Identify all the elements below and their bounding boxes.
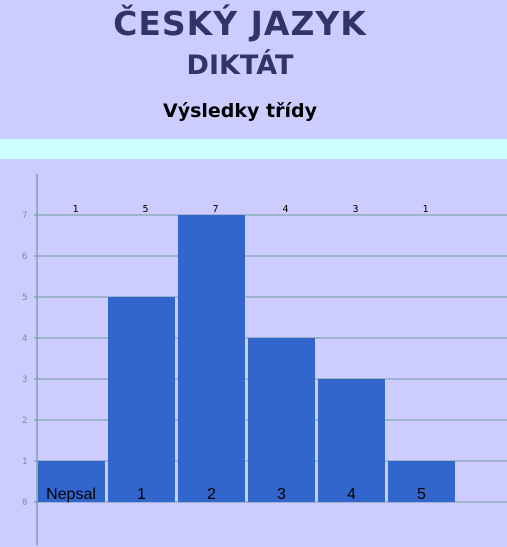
chart-caption: Výsledky třídy [163, 100, 317, 122]
page-subtitle: DIKTÁT [186, 50, 294, 81]
bar-1 [108, 297, 175, 502]
divider-band [0, 139, 507, 159]
category-labels: Nepsal 1 2 3 4 5 [46, 486, 426, 503]
category-label: 2 [207, 486, 216, 503]
y-tick-label: 4 [22, 334, 27, 344]
y-tick-labels: 0 1 2 3 4 5 6 7 [22, 211, 27, 508]
value-labels: 1 5 7 4 3 1 [72, 204, 428, 215]
y-tick-label: 2 [22, 416, 27, 426]
value-label: 3 [352, 204, 358, 215]
value-label: 1 [422, 204, 428, 215]
value-label: 5 [142, 204, 148, 215]
bars [38, 215, 455, 502]
bar-2 [178, 215, 245, 502]
bar-5 [388, 461, 455, 502]
category-label: Nepsal [46, 486, 96, 503]
category-label: 1 [137, 486, 146, 503]
bar-4 [318, 379, 385, 502]
y-tick-label: 5 [22, 293, 27, 303]
y-tick-label: 7 [22, 211, 27, 221]
y-tick-label: 3 [22, 375, 27, 385]
category-label: 4 [347, 486, 356, 503]
category-label: 3 [277, 486, 286, 503]
y-tick-label: 0 [22, 498, 27, 508]
category-label: 5 [417, 486, 426, 503]
header: ČESKÝ JAZYK DIKTÁT Výsledky třídy [0, 0, 507, 139]
y-tick-label: 1 [22, 457, 27, 467]
value-label: 4 [282, 204, 288, 215]
value-label: 1 [72, 204, 78, 215]
y-tick-label: 6 [22, 252, 27, 262]
bar-chart: 0 1 2 3 4 5 6 7 1 5 7 4 3 1 Nepsal 1 2 3 4 5 [22, 174, 507, 545]
value-label: 7 [212, 204, 218, 215]
bar-nepsal [38, 461, 105, 502]
bar-3 [248, 338, 315, 502]
page-title: ČESKÝ JAZYK [113, 4, 367, 43]
